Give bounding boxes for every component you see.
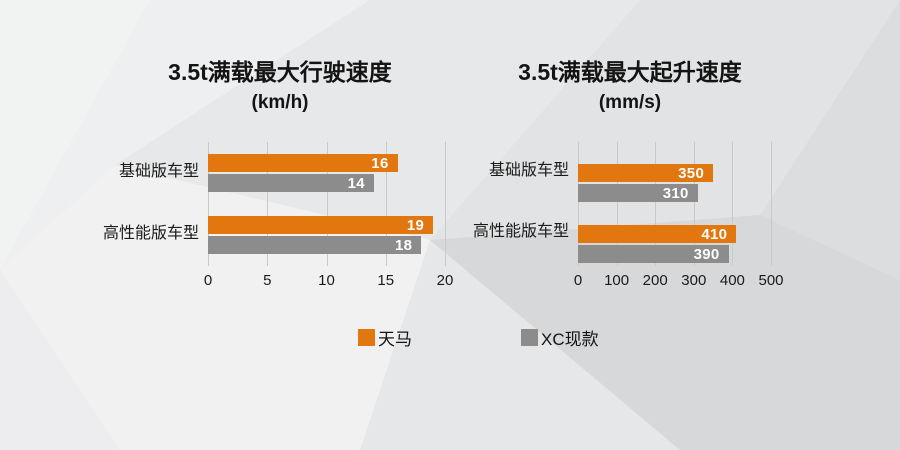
legend-label: 天马	[378, 329, 412, 349]
bar-value-label: 350	[678, 164, 705, 182]
x-axis-tick-label: 400	[719, 272, 745, 289]
bar-series-1: 14	[208, 174, 374, 192]
chart-title: 3.5t满载最大行驶速度	[168, 59, 392, 85]
bar-value-label: 14	[347, 174, 365, 192]
bar-value-label: 16	[371, 154, 389, 172]
gridline	[693, 142, 695, 266]
legend-swatch-gray	[521, 328, 538, 346]
category-label: 基础版车型	[118, 163, 199, 180]
chart-title: 3.5t满载最大起升速度	[518, 59, 742, 85]
gridline	[655, 142, 657, 266]
bar-series-0: 350	[578, 164, 714, 182]
chart-unit-label: (mm/s)	[598, 92, 662, 113]
x-axis-tick-label: 10	[318, 272, 335, 289]
chart-driving-speed: 3.5t满载最大行驶速度 (km/h) 0 5 10 15 20 基础版车型 16 14 高性能…	[100, 55, 460, 305]
plot-area: 0 5 10 15 20 基础版车型 16 14 高性能版车型 19 18	[103, 142, 453, 289]
bar-series-0: 16	[208, 154, 398, 172]
bar-value-label: 310	[662, 184, 689, 202]
category-label: 基础版车型	[488, 162, 569, 179]
x-axis-tick-label: 5	[263, 272, 272, 289]
gridline	[445, 142, 446, 266]
category-label: 高性能版车型	[102, 225, 199, 242]
x-axis-tick-label: 500	[758, 272, 784, 289]
x-axis-tick-label: 300	[681, 272, 707, 289]
gridline	[771, 142, 772, 266]
bar-value-label: 18	[395, 236, 413, 254]
bar-series-1: 18	[208, 236, 422, 254]
legend-swatch-orange	[358, 328, 375, 346]
bar-value-label: 19	[406, 216, 425, 234]
gridline	[385, 142, 387, 266]
gridline	[616, 142, 618, 266]
bar-series-1: 390	[578, 245, 729, 263]
chart-unit-label: (km/h)	[251, 92, 309, 113]
x-axis-tick-label: 100	[604, 272, 630, 289]
x-axis-tick-label: 15	[377, 272, 395, 289]
plot-area: 0 100 200 300 400 500 基础版车型 350 310 高性能版车型 410 390	[473, 142, 784, 289]
chart-lifting-speed: 3.5t满载最大起升速度 (mm/s) 0 100 200 300 400 500 基础版车…	[460, 55, 800, 305]
callout: 单位时间内搬运货物更多	[0, 344, 900, 414]
legend: 天马 XC现款	[0, 328, 900, 349]
legend-label: XC现款	[541, 329, 599, 349]
legend-item-tianma: 天马	[358, 328, 412, 349]
gridline	[578, 142, 579, 266]
category-label: 高性能版车型	[472, 223, 569, 240]
bar-series-0: 410	[578, 225, 737, 243]
gridline	[732, 142, 734, 266]
bar-series-1: 310	[578, 184, 698, 202]
x-axis-tick-label: 0	[203, 272, 213, 289]
bar-value-label: 410	[701, 225, 728, 243]
x-axis-tick-label: 0	[573, 272, 583, 289]
gridline	[326, 142, 328, 266]
x-axis-tick-label: 200	[642, 272, 668, 289]
legend-item-xc-current: XC现款	[521, 328, 599, 349]
gridline	[208, 142, 209, 266]
bar-value-label: 390	[693, 245, 720, 263]
bar-series-0: 19	[208, 216, 434, 234]
x-axis-tick-label: 20	[436, 272, 454, 289]
gridline	[267, 142, 269, 266]
